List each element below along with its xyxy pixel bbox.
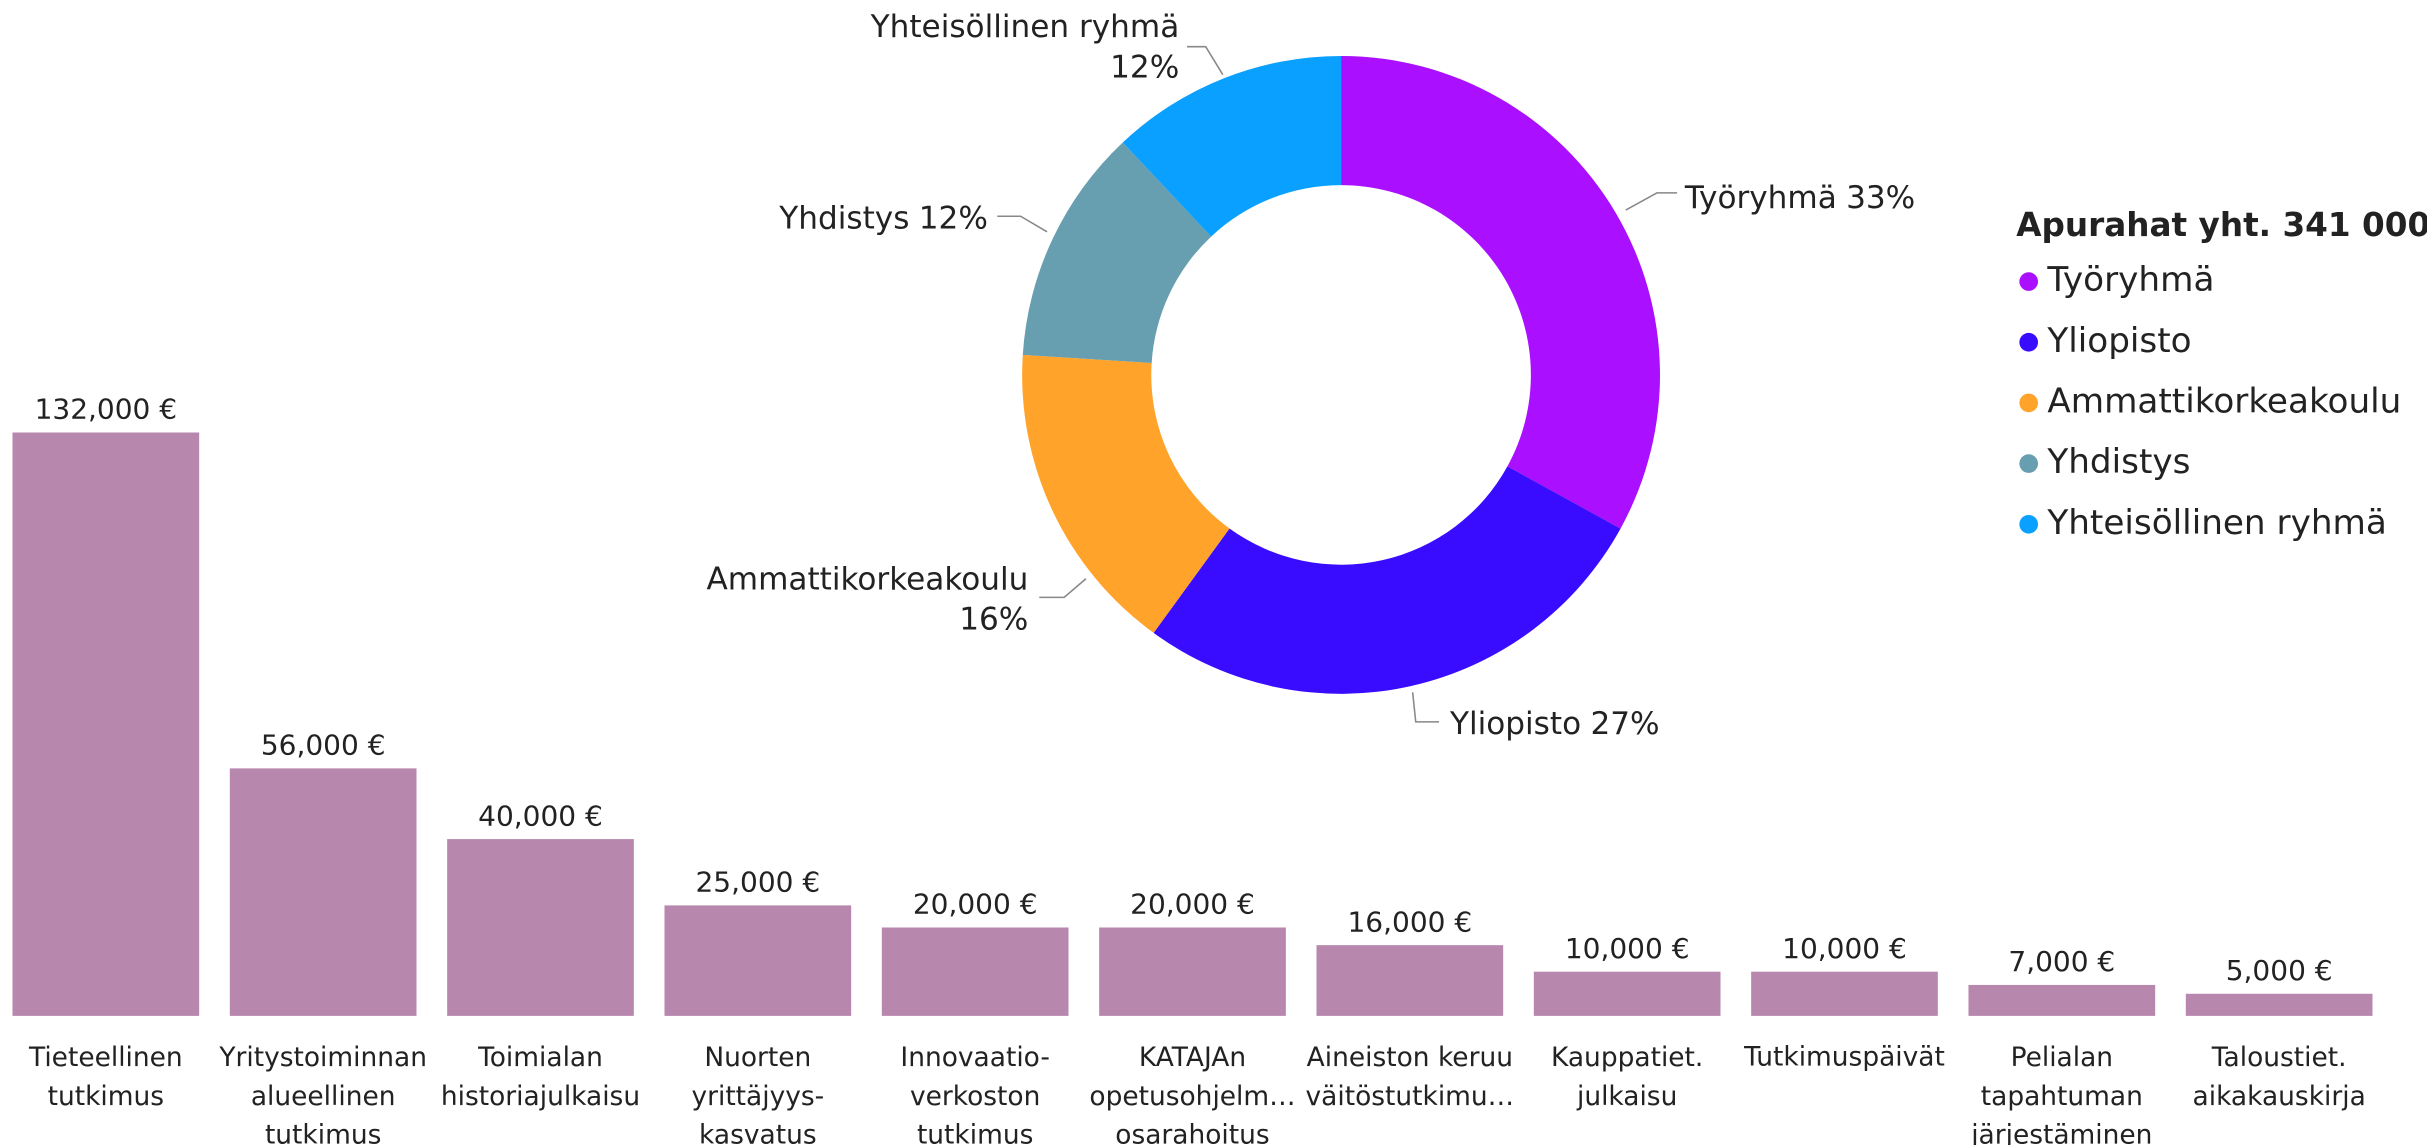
slice-name: Yhteisöllinen ryhmä <box>870 9 1180 45</box>
slice-label: Yhteisöllinen ryhmä 12% <box>870 9 1180 85</box>
slice-label: Yliopisto 27% <box>1449 706 1660 742</box>
leader-line <box>997 215 1048 233</box>
x-tick-label: Tieteellinen tutkimus <box>28 1041 183 1111</box>
value-label: 10,000 € <box>1782 932 1907 965</box>
bar <box>1099 927 1286 1016</box>
bar <box>1751 971 1938 1016</box>
bar <box>12 432 200 1016</box>
donut-slice <box>1153 466 1621 694</box>
x-tick-label: Toimialan historiajulkaisu <box>441 1041 640 1111</box>
x-tick-label: Tutkimuspäivät <box>1743 1041 1945 1072</box>
leader-line <box>1187 45 1224 76</box>
slice-value: 33% <box>1846 180 1915 216</box>
donut-slice <box>1122 56 1342 237</box>
bar <box>1968 984 2156 1016</box>
x-tick-label: Kauppatiet. julkaisu <box>1551 1041 1703 1111</box>
x-tick-label: Aineiston keruu väitöstutkimu… <box>1306 1041 1515 1111</box>
value-label: 16,000 € <box>1347 905 1472 938</box>
donut-slice <box>1341 56 1660 529</box>
value-label: 25,000 € <box>695 866 820 899</box>
x-tick-label: Nuorten yrittäjyys-kasvatus <box>691 1041 824 1145</box>
slice-label: Ammattikorkeakoulu 16% <box>707 561 1029 637</box>
bar <box>1316 945 1504 1016</box>
x-tick-label: KATAJAn opetusohjelm… osarahoitus <box>1089 1041 1295 1145</box>
value-label: 56,000 € <box>261 729 386 762</box>
legend-label: Yhteisöllinen ryhmä <box>2046 503 2386 543</box>
slice-value: 27% <box>1590 706 1659 742</box>
x-tick-label: Innovaatio-verkoston tutkimus <box>900 1041 1049 1145</box>
legend-marker <box>2019 454 2039 473</box>
slice-name: Yhdistys <box>778 200 909 236</box>
legend-label: Yhdistys <box>2046 442 2190 482</box>
slice-value: 12% <box>1110 49 1179 85</box>
slice-name: Työryhmä <box>1684 180 1837 216</box>
bar <box>447 839 634 1016</box>
legend-marker <box>2019 514 2039 534</box>
x-tick-label: Pelialan tapahtuman järjestäminen <box>1970 1041 2152 1145</box>
value-label: 132,000 € <box>35 393 178 426</box>
slice-name: Ammattikorkeakoulu <box>707 561 1029 597</box>
value-label: 20,000 € <box>913 888 1038 921</box>
legend-label: Työryhmä <box>2046 260 2214 300</box>
bar <box>664 905 852 1016</box>
slice-value: 12% <box>919 200 988 236</box>
leader-line <box>1411 692 1440 723</box>
donut-slice <box>1022 142 1212 364</box>
donut-slice <box>1022 354 1230 633</box>
slice-value: 16% <box>959 602 1028 638</box>
bar <box>2185 993 2373 1016</box>
bar <box>881 927 1069 1016</box>
x-tick-label: Taloustiet. aikakauskirja <box>2193 1041 2366 1111</box>
legend-label: Ammattikorkeakoulu <box>2047 381 2401 421</box>
leader-line <box>1625 192 1678 211</box>
legend-title: Apurahat yht. 341 000 € <box>2016 206 2427 244</box>
slice-label: Työryhmä 33% <box>1684 180 1915 216</box>
bar <box>1533 971 1721 1016</box>
slice-name: Yliopisto <box>1449 706 1581 742</box>
value-label: 10,000 € <box>1565 932 1690 965</box>
value-label: 5,000 € <box>2226 954 2333 987</box>
slice-label: Yhdistys 12% <box>778 200 988 236</box>
value-label: 7,000 € <box>2008 945 2115 978</box>
x-tick-label: Yritystoiminnan alueellinen tutkimus <box>218 1041 427 1145</box>
legend-marker <box>2019 393 2039 413</box>
leader-line <box>1039 578 1087 599</box>
value-label: 20,000 € <box>1130 888 1255 921</box>
value-label: 40,000 € <box>478 799 603 832</box>
legend-marker <box>2019 332 2039 352</box>
legend-label: Yliopisto <box>2046 321 2191 361</box>
bar <box>229 768 417 1016</box>
legend-marker <box>2019 272 2039 291</box>
